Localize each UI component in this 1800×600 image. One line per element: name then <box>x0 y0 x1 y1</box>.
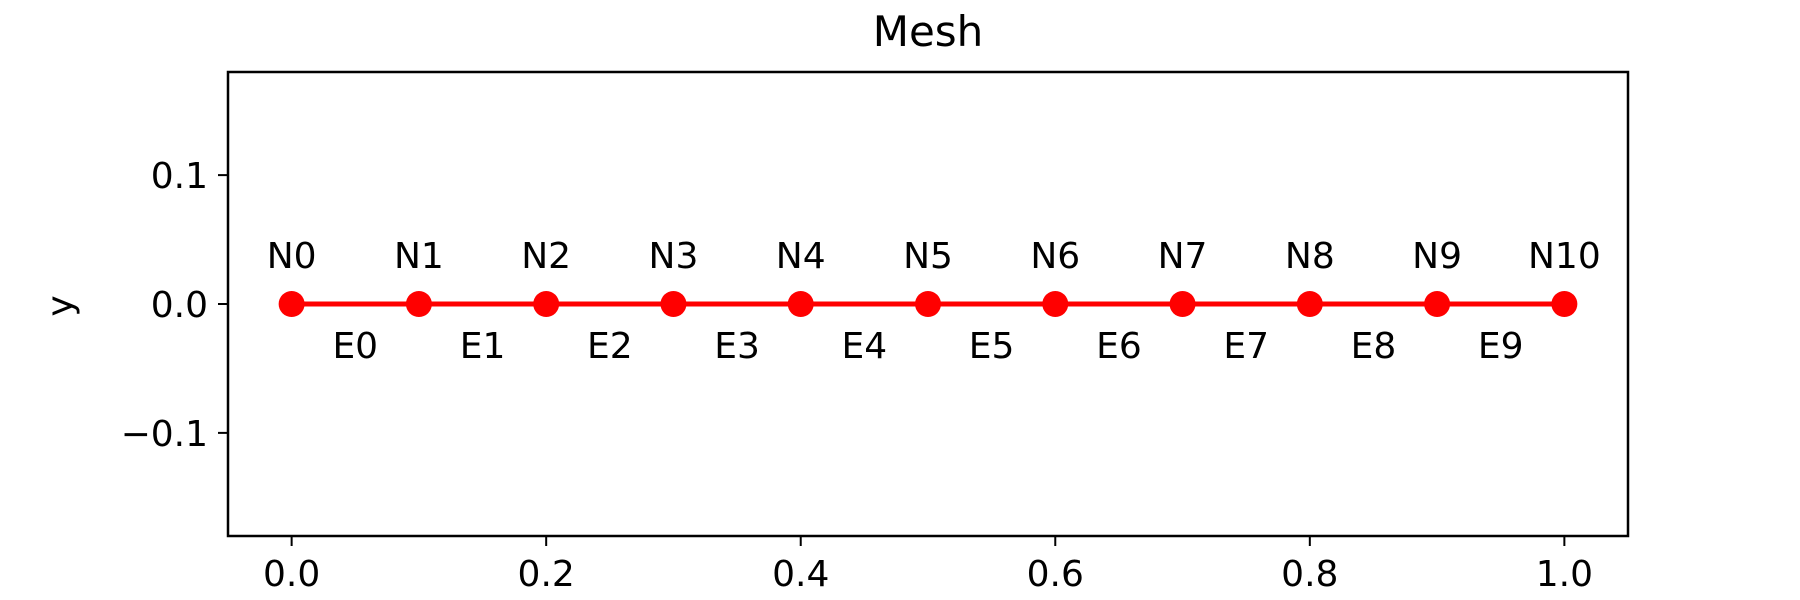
mesh-node-marker <box>1551 291 1578 317</box>
y-tick-label: 0.0 <box>151 285 208 326</box>
element-label: E6 <box>1096 326 1142 367</box>
mesh-node-marker <box>660 291 687 317</box>
mesh-node-marker <box>1424 291 1451 317</box>
mesh-node-marker <box>1296 291 1323 317</box>
mesh-node-marker <box>405 291 432 317</box>
element-label: E2 <box>587 326 633 367</box>
chart-title: Mesh <box>873 7 984 56</box>
mesh-node-marker <box>533 291 560 317</box>
node-label: N6 <box>1030 236 1080 277</box>
node-label: N1 <box>394 236 444 277</box>
mesh-node-marker <box>1169 291 1196 317</box>
x-tick-label: 0.0 <box>263 554 320 595</box>
element-label: E5 <box>969 326 1015 367</box>
node-label: N9 <box>1412 236 1462 277</box>
element-label: E8 <box>1351 326 1397 367</box>
node-label: N10 <box>1528 236 1601 277</box>
node-label: N5 <box>903 236 953 277</box>
x-tick-label: 0.2 <box>518 554 575 595</box>
element-label: E9 <box>1478 326 1524 367</box>
element-label: E1 <box>460 326 506 367</box>
x-tick-label: 0.6 <box>1027 554 1084 595</box>
element-label: E0 <box>332 326 378 367</box>
element-label: E4 <box>842 326 888 367</box>
element-label: E7 <box>1223 326 1269 367</box>
x-tick-label: 1.0 <box>1536 554 1593 595</box>
node-label: N3 <box>649 236 699 277</box>
node-label: N4 <box>776 236 826 277</box>
mesh-node-marker <box>915 291 941 317</box>
y-axis-label: y <box>40 295 81 316</box>
x-tick-label: 0.8 <box>1281 554 1338 595</box>
node-label: N7 <box>1158 236 1208 277</box>
mesh-node-marker <box>278 291 305 317</box>
mesh-node-marker <box>1042 291 1069 317</box>
node-label: N2 <box>521 236 571 277</box>
node-label: N8 <box>1285 236 1335 277</box>
y-tick-label: −0.1 <box>121 414 208 455</box>
element-label: E3 <box>714 326 760 367</box>
mesh-node-marker <box>787 291 814 317</box>
y-tick-label: 0.1 <box>151 156 208 197</box>
x-tick-label: 0.4 <box>772 554 829 595</box>
plot-area: 0.0 0.2 0.4 0.6 0.8 1.0 −0.1 0.0 0.1 E0 E1 E2 E3 E4 E5… <box>121 70 1630 595</box>
node-label: N0 <box>267 236 317 277</box>
